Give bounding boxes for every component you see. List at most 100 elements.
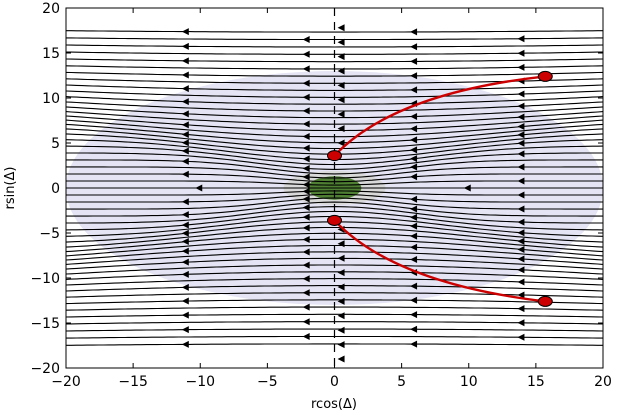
flow-arrow (410, 86, 418, 94)
marker-4 (537, 295, 553, 307)
flow-arrow (337, 254, 345, 262)
flow-arrow (181, 110, 189, 118)
flow-arrow (337, 139, 345, 147)
streamline (66, 343, 603, 346)
flow-arrow (337, 125, 345, 133)
streamline (66, 115, 603, 132)
marker-1 (327, 150, 342, 162)
streamline (66, 30, 603, 33)
flow-arrow (181, 311, 189, 319)
ticks-layer: −20 −15 −10 −5 0 5 10 15 20 −20 −15 −10 −5 0 5 10 15 20 (30, 1, 611, 390)
marker-2 (327, 214, 342, 226)
x-tick-label: 5 (397, 374, 406, 390)
flow-arrow (517, 266, 525, 274)
y-tick-label: 20 (42, 1, 60, 17)
flow-arrow (410, 296, 418, 304)
flow-arrow (337, 38, 345, 46)
flow-arrow (517, 163, 525, 171)
flow-arrow (181, 198, 189, 206)
flow-arrow (181, 247, 189, 255)
flow-arrow (337, 81, 345, 89)
flow-arrow (181, 121, 189, 129)
flow-arrow (410, 43, 418, 51)
flow-arrow (517, 255, 525, 263)
arrows-layer (181, 24, 525, 363)
flow-arrow (410, 28, 418, 36)
flow-arrow (302, 275, 310, 283)
y-tick-label: −5 (39, 226, 60, 242)
y-axis-label: rsin(Δ) (3, 166, 18, 209)
flow-arrow (517, 123, 525, 131)
flow-arrow (181, 147, 189, 155)
flow-arrow (302, 132, 310, 140)
flow-arrow (410, 256, 418, 264)
flow-arrow (195, 184, 203, 192)
flow-arrow (181, 297, 189, 305)
flow-arrow (517, 205, 525, 213)
flow-arrow (337, 67, 345, 75)
y-tick-label: 0 (51, 181, 60, 197)
flow-arrow (302, 120, 310, 128)
flow-arrow (302, 107, 310, 115)
flow-arrow (410, 195, 418, 203)
flow-arrow (337, 283, 345, 291)
flow-arrow (337, 240, 345, 248)
x-axis-label: rcos(Δ) (311, 397, 357, 412)
y-tick-label: −10 (30, 271, 60, 287)
flow-arrow (302, 187, 310, 195)
flow-arrow (181, 283, 189, 291)
streamline (66, 226, 603, 248)
flow-arrow (181, 326, 189, 334)
flow-arrow (302, 318, 310, 326)
flow-arrow (410, 243, 418, 251)
flow-arrow (410, 205, 418, 213)
flow-arrow (302, 181, 310, 189)
flow-arrow (181, 270, 189, 278)
flow-arrow (337, 269, 345, 277)
flow-arrow (337, 297, 345, 305)
streamline (66, 71, 603, 77)
flow-arrow (410, 57, 418, 65)
y-tick-label: −20 (30, 361, 60, 377)
flow-arrow (181, 258, 189, 266)
flow-arrow (517, 229, 525, 237)
flow-arrow (302, 50, 310, 58)
streamline (66, 106, 603, 119)
streamline (66, 285, 603, 292)
flow-arrow (302, 303, 310, 311)
flow-arrow (517, 49, 525, 57)
y-tick-label: 15 (42, 46, 60, 62)
flow-arrow (181, 98, 189, 106)
flow-arrow (410, 340, 418, 348)
flow-arrow (302, 204, 310, 212)
trajectories-layer (333, 75, 546, 303)
streamline (66, 159, 603, 175)
flow-arrow (517, 102, 525, 110)
flow-arrow (410, 325, 418, 333)
flow-arrow (337, 110, 345, 118)
streamline (66, 271, 603, 280)
flow-arrow (337, 326, 345, 334)
flow-arrow (337, 96, 345, 104)
flow-arrow (517, 191, 525, 199)
flow-arrow (517, 245, 525, 253)
flow-arrow (517, 177, 525, 185)
flow-arrow (302, 332, 310, 340)
flow-arrow (517, 218, 525, 226)
streamline (66, 58, 603, 63)
flow-arrow (302, 36, 310, 44)
flow-arrow (302, 224, 310, 232)
flow-arrow (410, 213, 418, 221)
streamline (66, 328, 603, 332)
streamline (66, 84, 603, 91)
flow-arrow (181, 340, 189, 348)
flow-arrow (302, 173, 310, 181)
x-tick-label: 10 (460, 374, 478, 390)
streamline (66, 44, 603, 48)
flow-arrow (337, 53, 345, 61)
flow-arrow (410, 222, 418, 230)
flow-arrow (337, 355, 345, 363)
flow-arrow (410, 311, 418, 319)
streamline (66, 96, 603, 105)
